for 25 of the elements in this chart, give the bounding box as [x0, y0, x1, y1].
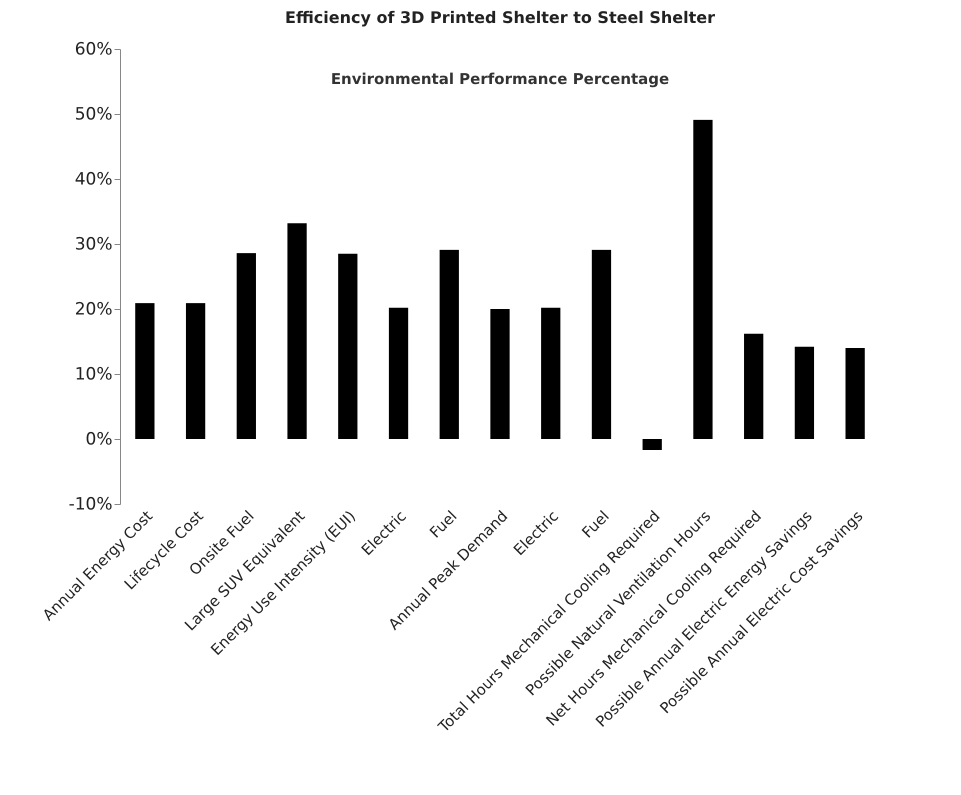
chart-title: Efficiency of 3D Printed Shelter to Steel Shelter	[285, 8, 716, 27]
y-tick-label: 10%	[74, 364, 112, 384]
bar	[186, 303, 206, 439]
bar	[642, 439, 662, 450]
y-tick-label: 50%	[74, 104, 112, 124]
bar	[794, 346, 814, 439]
bar	[135, 303, 154, 439]
bar	[592, 250, 612, 439]
bar	[236, 253, 256, 439]
bar	[388, 308, 408, 439]
bar	[490, 309, 510, 439]
y-tick-label: 20%	[74, 300, 112, 320]
y-tick-label: -10%	[68, 494, 112, 514]
y-tick-label: 60%	[74, 40, 112, 60]
bar	[541, 308, 560, 439]
bar	[693, 120, 713, 439]
bar	[287, 223, 307, 439]
y-tick-label: 30%	[74, 234, 112, 254]
bar	[846, 348, 865, 439]
bar	[440, 250, 459, 439]
bar	[338, 254, 358, 439]
y-tick-label: 0%	[86, 430, 112, 450]
text: Environmental Performance Percentage	[330, 70, 670, 88]
y-tick-label: 40%	[74, 170, 112, 190]
bar	[744, 334, 764, 439]
